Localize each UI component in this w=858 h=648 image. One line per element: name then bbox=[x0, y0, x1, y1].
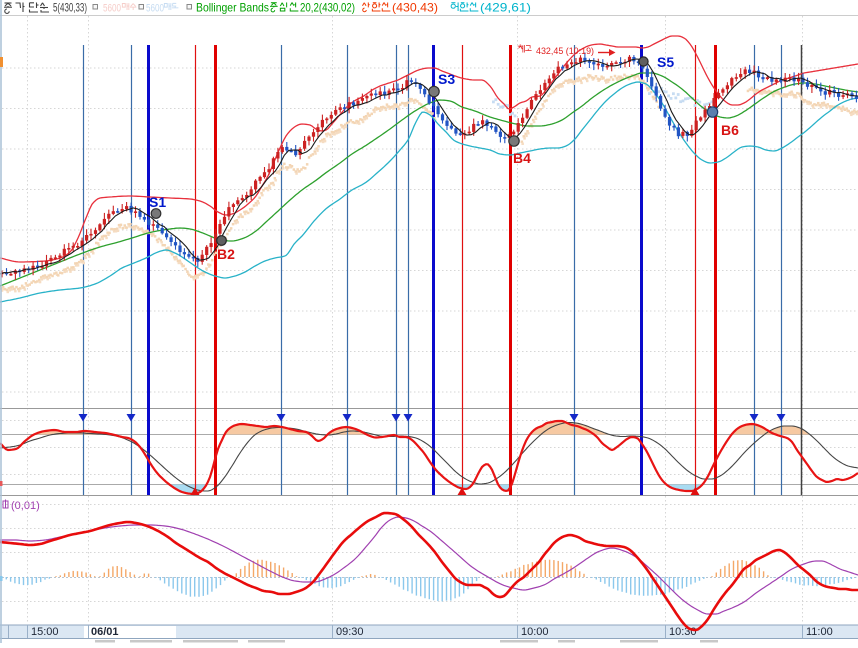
svg-text:10:00: 10:00 bbox=[521, 626, 549, 638]
svg-text:B6: B6 bbox=[721, 122, 739, 138]
svg-text:B4: B4 bbox=[513, 150, 531, 166]
svg-text:20,2(430,02): 20,2(430,02) bbox=[300, 1, 355, 15]
svg-text:(430,43): (430,43) bbox=[392, 1, 438, 15]
svg-text:S3: S3 bbox=[438, 71, 455, 87]
svg-text:S1: S1 bbox=[149, 194, 166, 210]
svg-text:Bollinger Bands: Bollinger Bands bbox=[196, 1, 269, 15]
svg-text:B2: B2 bbox=[217, 246, 235, 262]
svg-text:5600: 5600 bbox=[103, 3, 121, 15]
svg-text:(0,01): (0,01) bbox=[11, 500, 40, 512]
svg-text:09:30: 09:30 bbox=[336, 626, 364, 638]
svg-text:(429,61): (429,61) bbox=[480, 1, 531, 15]
svg-text:11:00: 11:00 bbox=[806, 626, 833, 638]
svg-text:S5: S5 bbox=[657, 54, 674, 70]
svg-text:15:00: 15:00 bbox=[31, 626, 59, 638]
svg-text:5600: 5600 bbox=[146, 3, 164, 15]
svg-text:10:30: 10:30 bbox=[669, 626, 697, 638]
svg-text:432,45 (10:19): 432,45 (10:19) bbox=[536, 46, 594, 57]
svg-text:06/01: 06/01 bbox=[91, 626, 119, 638]
svg-text:5(430,33): 5(430,33) bbox=[53, 1, 87, 15]
